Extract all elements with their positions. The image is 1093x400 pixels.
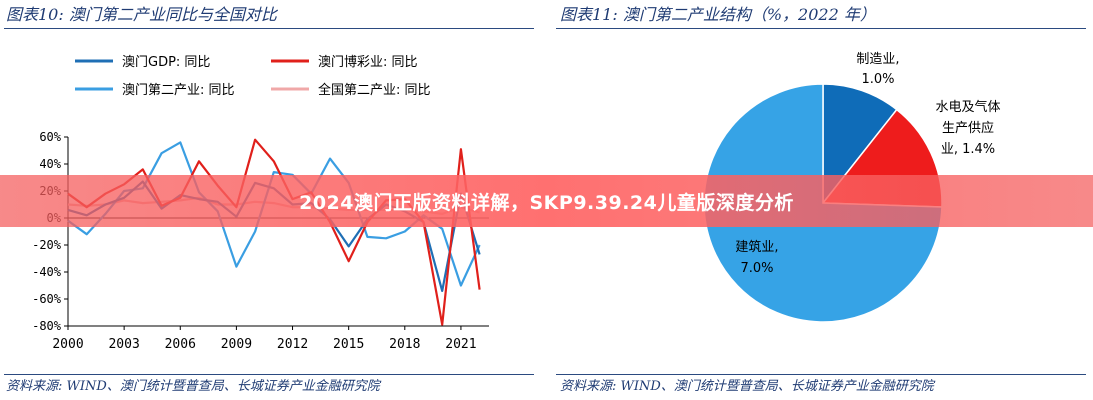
legend-item-national-label: 全国第二产业: 同比	[318, 82, 431, 98]
pie-label-construction-line: 7.0%	[740, 261, 773, 276]
overlay-banner	[0, 175, 1093, 227]
x-tick-label: 2021	[445, 337, 476, 352]
legend-item-gaming-label: 澳门博彩业: 同比	[318, 54, 418, 70]
x-tick-label: 2015	[333, 337, 364, 352]
y-tick-label: -60%	[32, 292, 62, 306]
legend-item-secondary-label: 澳门第二产业: 同比	[122, 82, 235, 98]
legend-item-gdp-label: 澳门GDP: 同比	[122, 54, 210, 70]
pie-label-utilities-line: 业, 1.4%	[941, 142, 995, 157]
x-tick-label: 2003	[108, 337, 139, 352]
left-chart-title: 图表10: 澳门第二产业同比与全国对比	[6, 5, 277, 24]
pie-label-manufacturing-line: 制造业,	[856, 52, 899, 67]
series-line-gaming	[67, 138, 481, 326]
left-title-rule	[4, 28, 534, 29]
pie-label-utilities-line: 生产供应	[942, 120, 994, 136]
pie-label-construction-line: 建筑业,	[735, 239, 778, 255]
x-tick-label: 2000	[52, 337, 83, 352]
y-tick-label: -40%	[32, 265, 62, 279]
pie-label-utilities-line: 水电及气体	[935, 99, 1000, 115]
pie-slice-manufacturing	[822, 83, 898, 206]
right-chart-title: 图表11: 澳门第二产业结构（%，2022 年）	[560, 5, 876, 24]
y-tick-label: -80%	[32, 319, 62, 333]
right-title-rule	[556, 28, 1086, 29]
left-source-note: 资料来源: WIND、澳门统计暨普查局、长城证券产业金融研究院	[6, 379, 380, 394]
x-tick-label: 2006	[165, 337, 196, 352]
x-tick-label: 2012	[277, 337, 308, 352]
x-tick-label: 2018	[389, 337, 420, 352]
overlay-banner-text: 2024澳门正版资料详解，SKP9.39.24儿童版深度分析	[299, 192, 794, 214]
y-tick-label: -20%	[32, 238, 62, 252]
y-tick-label: 40%	[39, 157, 61, 171]
right-source-rule	[556, 374, 1086, 375]
pie-label-manufacturing-line: 1.0%	[861, 72, 894, 87]
left-source-rule	[4, 374, 534, 375]
y-tick-label: 60%	[39, 130, 61, 144]
right-source-note: 资料来源: WIND、澳门统计暨普查局、长城证券产业金融研究院	[560, 379, 934, 394]
x-tick-label: 2009	[221, 337, 252, 352]
